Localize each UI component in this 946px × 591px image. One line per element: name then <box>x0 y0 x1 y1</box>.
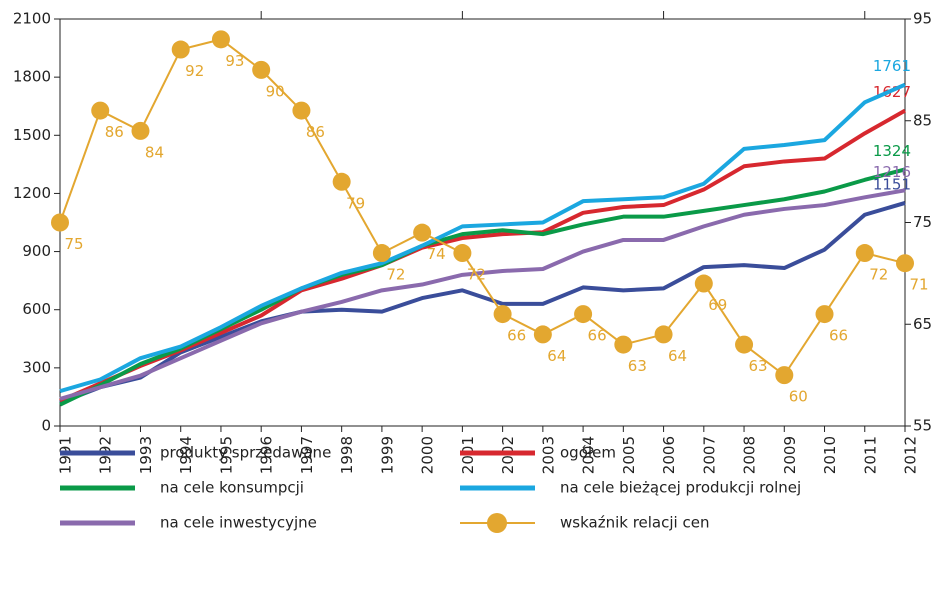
marker <box>493 305 512 324</box>
y-tick-label: 600 <box>22 300 51 318</box>
x-tick-label: 2009 <box>781 436 799 474</box>
series-line <box>59 38 906 377</box>
x-tick-label: 1994 <box>177 436 195 474</box>
data-label: 1216 <box>873 163 911 181</box>
data-label: 63 <box>749 357 768 375</box>
marker <box>51 213 69 232</box>
x-tick-label: 1997 <box>298 436 316 474</box>
data-label: 63 <box>628 357 647 375</box>
marker <box>332 172 351 191</box>
data-label: 72 <box>869 266 888 284</box>
data-label: 79 <box>346 194 365 212</box>
marker <box>574 305 593 324</box>
x-tick-label: 2003 <box>539 436 557 474</box>
x-tick-label: 2006 <box>660 436 678 474</box>
marker <box>654 325 673 344</box>
x-tick-label: 2000 <box>419 436 437 474</box>
marker <box>735 335 754 354</box>
data-label: 92 <box>185 62 204 80</box>
series-line <box>59 188 906 401</box>
marker <box>413 223 432 242</box>
x-tick-label: 1996 <box>258 436 276 474</box>
marker <box>91 101 110 120</box>
data-label: 64 <box>668 347 687 365</box>
y2-tick-label: 65 <box>913 315 932 333</box>
y2-tick-label: 75 <box>913 213 932 231</box>
y-tick-label: 2100 <box>13 10 51 28</box>
data-label: 60 <box>789 388 808 406</box>
legend-label: ogółem <box>560 444 616 462</box>
y2-tick-label: 55 <box>913 417 932 435</box>
data-label: 72 <box>467 266 486 284</box>
series-line <box>59 108 906 403</box>
marker <box>775 366 794 385</box>
marker <box>292 101 311 120</box>
marker <box>211 30 230 49</box>
x-tick-label: 2004 <box>580 436 598 474</box>
y-tick-label: 0 <box>41 417 51 435</box>
x-tick-label: 2008 <box>741 436 759 474</box>
data-label: 93 <box>225 52 244 70</box>
legend-label: na cele konsumpcji <box>160 479 304 497</box>
marker <box>896 254 914 273</box>
legend-label: produkty sprzedawane <box>160 444 331 462</box>
data-label: 72 <box>386 266 405 284</box>
data-label: 86 <box>105 123 124 141</box>
data-label: 66 <box>507 327 526 345</box>
x-tick-label: 2005 <box>620 436 638 474</box>
legend-label: na cele inwestycyjne <box>160 514 317 532</box>
data-label: 84 <box>145 143 164 161</box>
x-tick-label: 2010 <box>821 436 839 474</box>
marker <box>855 244 874 263</box>
marker <box>614 335 633 354</box>
y-tick-label: 300 <box>22 358 51 376</box>
marker <box>815 305 834 324</box>
marker <box>131 121 150 140</box>
data-label: 64 <box>547 347 566 365</box>
data-label: 69 <box>708 296 727 314</box>
legend-label: na cele bieżącej produkcji rolnej <box>560 479 801 497</box>
x-tick-label: 1993 <box>137 436 155 474</box>
y2-tick-label: 85 <box>913 111 932 129</box>
data-label: 1324 <box>873 142 911 160</box>
x-tick-label: 1998 <box>338 436 356 474</box>
legend-marker <box>487 513 507 533</box>
data-label: 75 <box>64 235 83 253</box>
series-line <box>59 82 906 394</box>
data-label: 66 <box>588 327 607 345</box>
plot-frame <box>59 18 906 427</box>
data-label: 1761 <box>873 57 911 75</box>
data-label: 71 <box>909 276 928 294</box>
marker <box>453 244 472 263</box>
marker <box>171 40 190 59</box>
y2-tick-label: 95 <box>913 10 932 28</box>
data-label: 66 <box>829 327 848 345</box>
x-tick-label: 1995 <box>217 436 235 474</box>
y-tick-label: 1500 <box>13 126 51 144</box>
x-tick-label: 1999 <box>378 436 396 474</box>
y-tick-label: 1800 <box>13 68 51 86</box>
x-tick-label: 2007 <box>700 436 718 474</box>
data-label: 86 <box>306 123 325 141</box>
y-tick-label: 1200 <box>13 184 51 202</box>
marker <box>694 274 713 293</box>
x-tick-label: 2012 <box>902 436 920 474</box>
y-tick-label: 900 <box>22 242 51 260</box>
data-label: 74 <box>427 245 446 263</box>
x-tick-label: 2011 <box>861 436 879 474</box>
data-label: 90 <box>266 82 285 100</box>
marker <box>372 244 391 263</box>
series-line <box>59 201 906 405</box>
marker <box>533 325 552 344</box>
legend-label: wskaźnik relacji cen <box>560 514 709 532</box>
marker <box>252 60 271 79</box>
